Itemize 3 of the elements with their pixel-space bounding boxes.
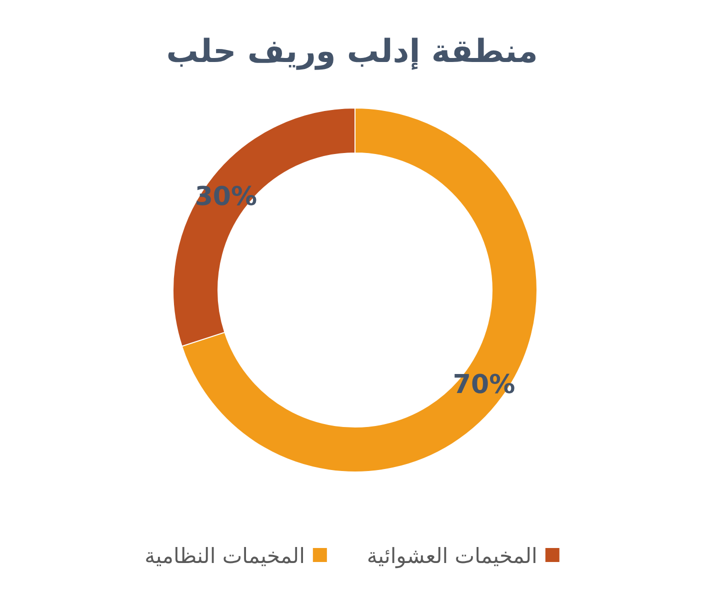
legend-label: المخيمات العشوائية — [366, 544, 538, 569]
legend-label: المخيمات النظامية — [144, 544, 305, 568]
title: منطقة إدلب وريف حلب — [166, 32, 538, 70]
